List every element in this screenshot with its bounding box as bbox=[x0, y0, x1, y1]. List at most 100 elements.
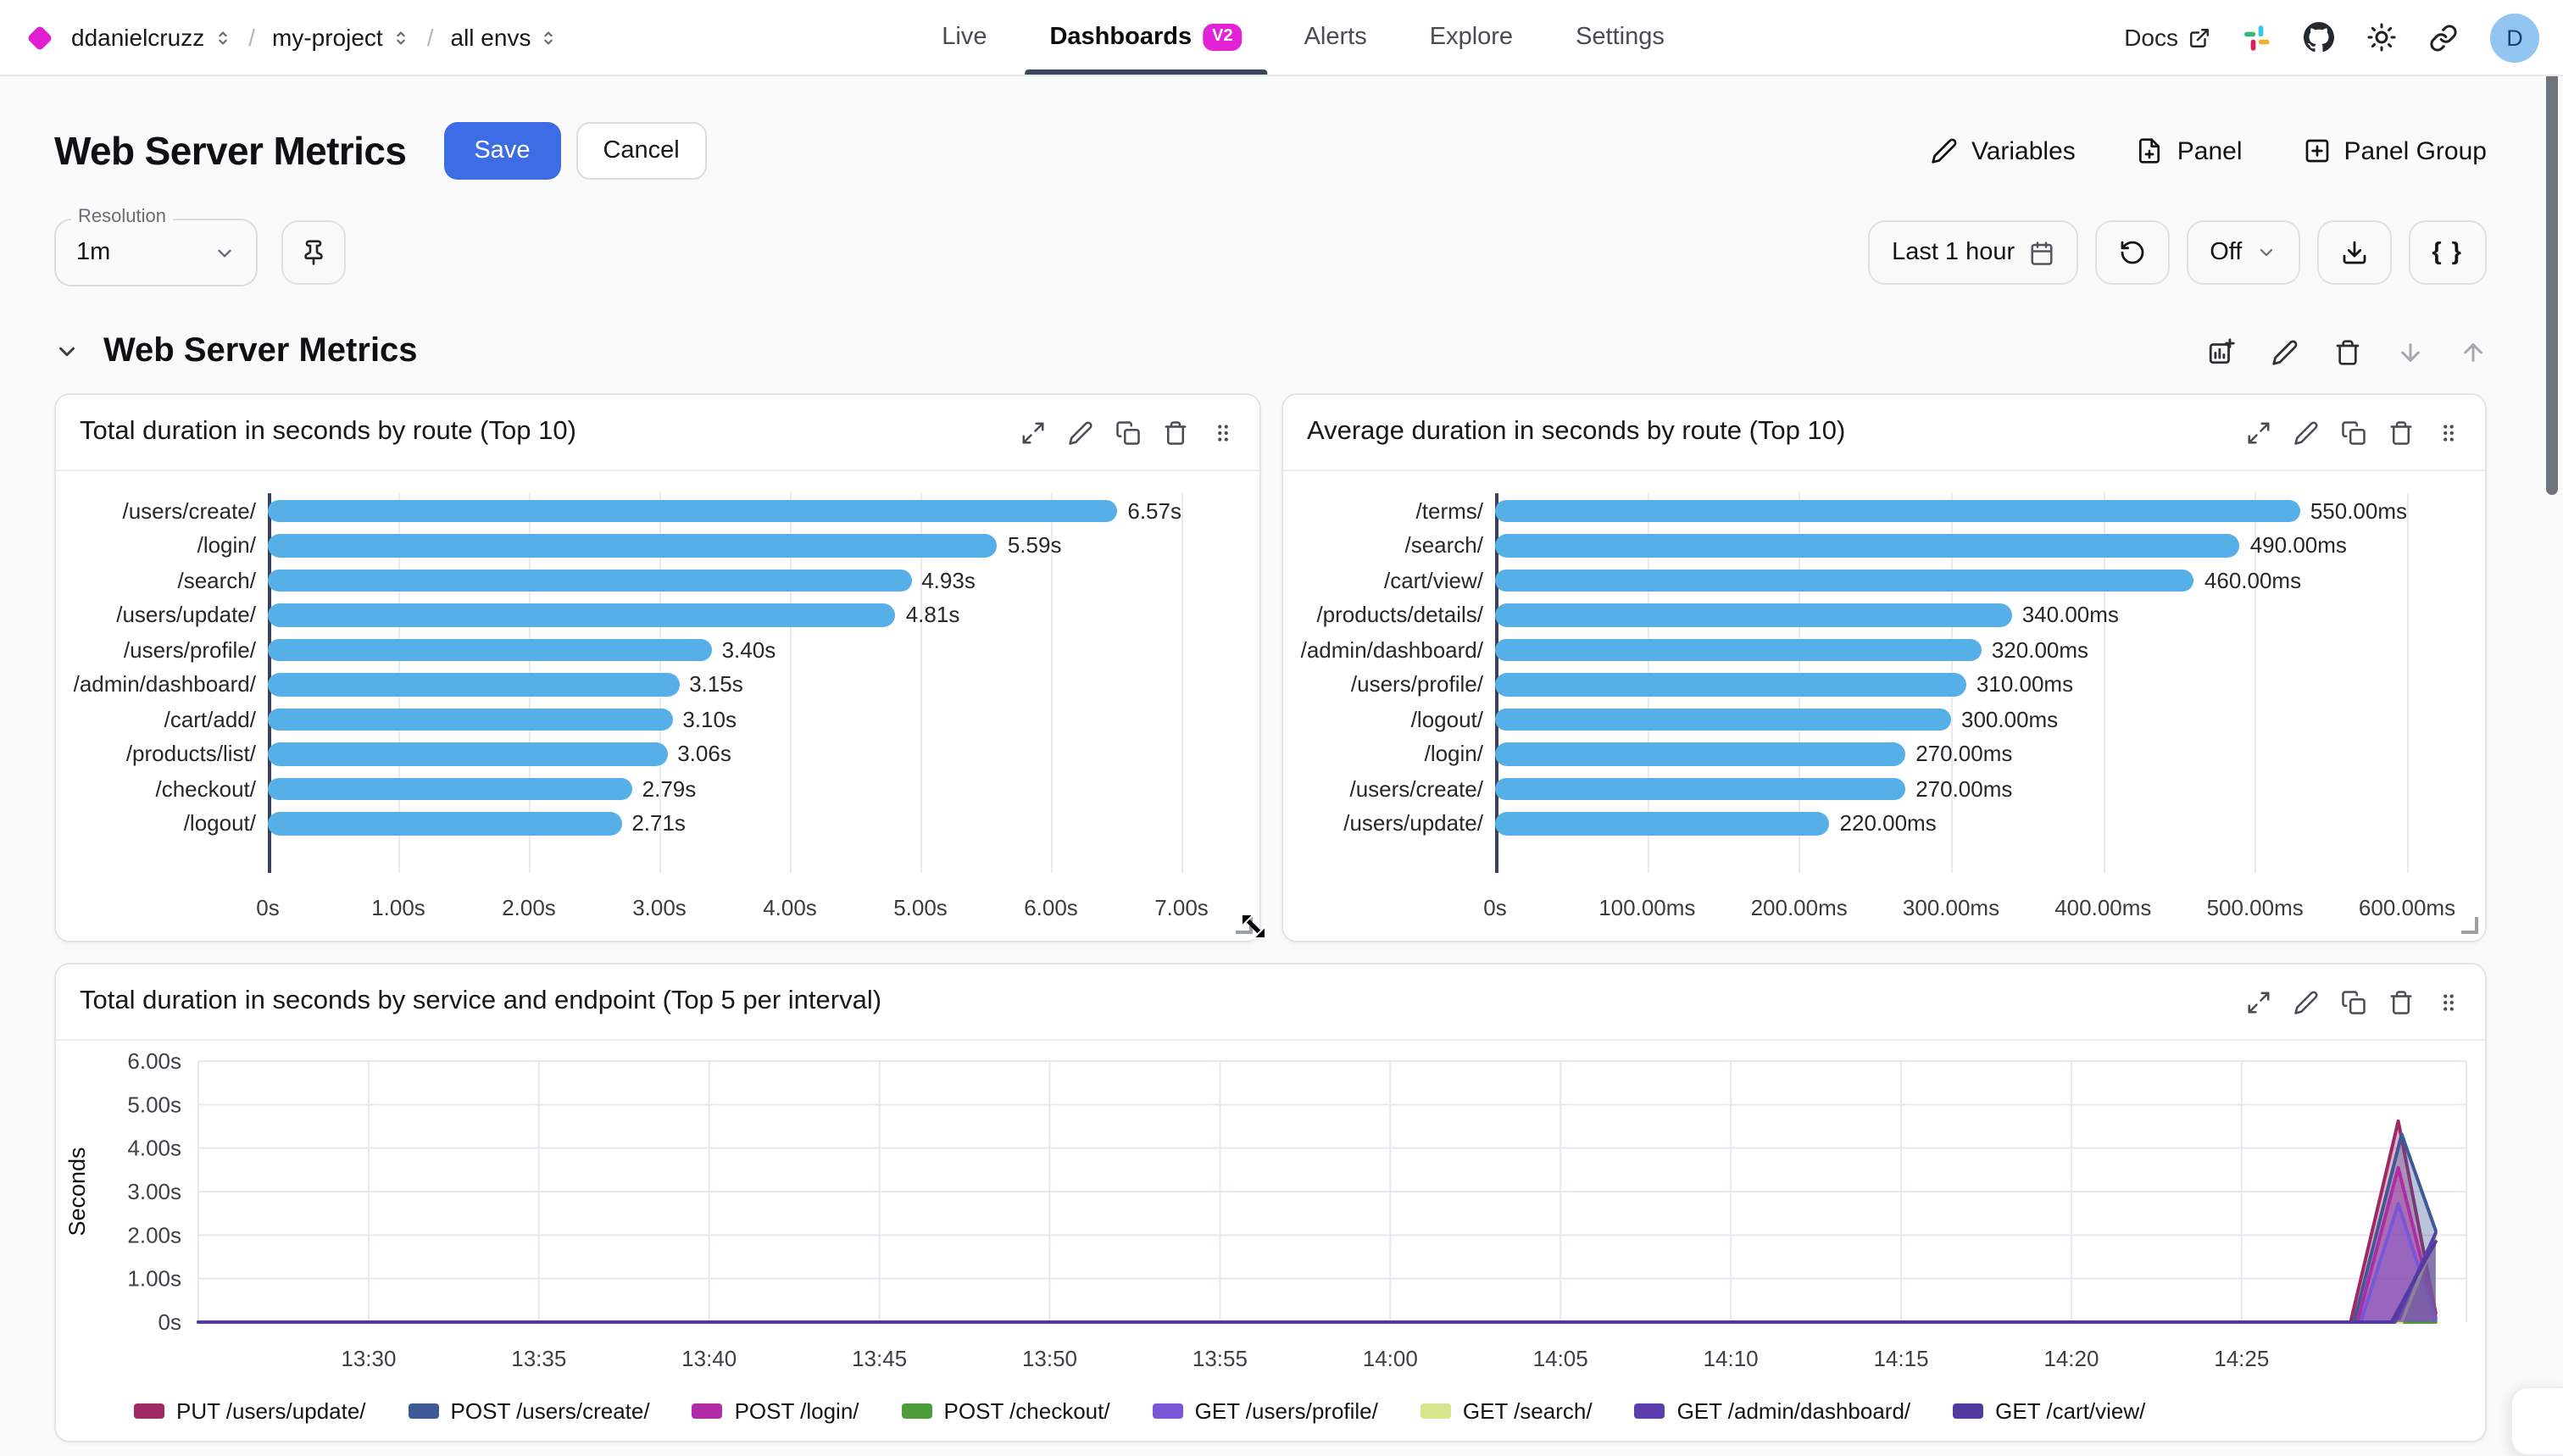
copy-panel-icon[interactable] bbox=[2341, 989, 2366, 1014]
add-chart-icon[interactable] bbox=[2207, 337, 2236, 366]
legend-item[interactable]: PUT /users/update/ bbox=[134, 1398, 366, 1424]
bar[interactable] bbox=[268, 742, 668, 765]
org-selector[interactable]: ddanielcruzz bbox=[71, 24, 231, 51]
export-button[interactable] bbox=[2316, 220, 2392, 285]
move-up-icon[interactable] bbox=[2460, 338, 2487, 365]
bar-chart-average-duration[interactable]: /terms/550.00ms/search/490.00ms/cart/vie… bbox=[1283, 471, 2485, 941]
bar[interactable] bbox=[1495, 742, 1906, 765]
expand-icon[interactable] bbox=[2246, 989, 2271, 1014]
svg-text:13:35: 13:35 bbox=[511, 1346, 566, 1371]
resolution-select[interactable]: Resolution 1m bbox=[54, 207, 258, 286]
github-icon[interactable] bbox=[2304, 22, 2334, 53]
tab-explore[interactable]: Explore bbox=[1429, 24, 1514, 51]
auto-refresh-select[interactable]: Off bbox=[2186, 220, 2300, 285]
bar[interactable] bbox=[1495, 673, 1966, 696]
bar[interactable] bbox=[1495, 638, 1982, 661]
sun-icon[interactable] bbox=[2366, 22, 2397, 53]
bar-category-label: /checkout/ bbox=[155, 775, 256, 802]
svg-text:13:55: 13:55 bbox=[1193, 1346, 1248, 1371]
legend-item[interactable]: GET /admin/dashboard/ bbox=[1634, 1398, 1910, 1424]
bar[interactable] bbox=[268, 569, 912, 592]
add-panel-button[interactable]: Panel bbox=[2137, 136, 2243, 165]
time-range-button[interactable]: Last 1 hour bbox=[1868, 220, 2078, 285]
bar-track: 4.93s bbox=[268, 563, 1181, 597]
bar[interactable] bbox=[268, 534, 998, 557]
copy-panel-icon[interactable] bbox=[2341, 420, 2366, 445]
bar-row: /users/create/270.00ms bbox=[1283, 771, 2407, 806]
timeseries-plot[interactable]: 0s 1.00s 2.00s 3.00s 4.00s 5.00s 6.00s 13:30 13:… bbox=[56, 1048, 2483, 1387]
project-name: my-project bbox=[272, 24, 383, 51]
bar[interactable] bbox=[268, 673, 680, 696]
bar[interactable] bbox=[1495, 499, 2300, 522]
floating-widget[interactable] bbox=[2510, 1387, 2563, 1456]
collapse-chevron-icon[interactable] bbox=[54, 339, 80, 364]
bar[interactable] bbox=[1495, 777, 1906, 800]
bar-value-label: 6.57s bbox=[1127, 497, 1181, 524]
project-selector[interactable]: my-project bbox=[272, 24, 410, 51]
bar[interactable] bbox=[1495, 569, 2194, 592]
scrollbar-thumb[interactable] bbox=[2546, 8, 2558, 495]
drag-handle-icon[interactable] bbox=[1210, 420, 1236, 445]
bar[interactable] bbox=[268, 603, 896, 626]
environment-name: all envs bbox=[450, 24, 531, 51]
delete-panel-icon[interactable] bbox=[2388, 420, 2414, 445]
delete-section-icon[interactable] bbox=[2334, 338, 2361, 365]
legend-swatch bbox=[692, 1403, 723, 1419]
json-view-button[interactable]: { } bbox=[2408, 220, 2487, 285]
expand-icon[interactable] bbox=[1020, 420, 1046, 445]
save-button[interactable]: Save bbox=[443, 122, 561, 180]
tab-dashboards[interactable]: Dashboards V2 bbox=[1024, 0, 1267, 75]
bar[interactable] bbox=[268, 708, 673, 731]
svg-text:6.00s: 6.00s bbox=[127, 1051, 181, 1074]
timeseries-chart[interactable]: 0s 1.00s 2.00s 3.00s 4.00s 5.00s 6.00s 13:30 13:… bbox=[56, 1041, 2485, 1424]
edit-panel-icon[interactable] bbox=[2293, 420, 2319, 445]
refresh-button[interactable] bbox=[2094, 220, 2170, 285]
legend-item[interactable]: POST /checkout/ bbox=[901, 1398, 1110, 1424]
docs-link[interactable]: Docs bbox=[2124, 24, 2210, 51]
variables-button[interactable]: Variables bbox=[1931, 136, 2076, 165]
expand-icon[interactable] bbox=[2246, 420, 2271, 445]
bar-row: /admin/dashboard/3.15s bbox=[56, 667, 1181, 702]
bar[interactable] bbox=[268, 812, 622, 835]
move-down-icon[interactable] bbox=[2397, 338, 2424, 365]
edit-panel-icon[interactable] bbox=[1068, 420, 1093, 445]
delete-panel-icon[interactable] bbox=[2388, 989, 2414, 1014]
environment-selector[interactable]: all envs bbox=[451, 24, 559, 51]
drag-handle-icon[interactable] bbox=[2436, 989, 2461, 1014]
bar-chart-total-duration[interactable]: /users/create/6.57s/login/5.59s/search/4… bbox=[56, 471, 1259, 941]
bar[interactable] bbox=[268, 777, 632, 800]
bar[interactable] bbox=[1495, 812, 1830, 835]
drag-handle-icon[interactable] bbox=[2436, 420, 2461, 445]
legend-item[interactable]: GET /users/profile/ bbox=[1152, 1398, 1378, 1424]
slack-icon[interactable] bbox=[2243, 23, 2271, 52]
bar[interactable] bbox=[1495, 708, 1951, 731]
bar[interactable] bbox=[1495, 534, 2240, 557]
add-panel-group-button[interactable]: Panel Group bbox=[2304, 136, 2487, 165]
edit-panel-icon[interactable] bbox=[2293, 989, 2319, 1014]
x-tick-label: 3.00s bbox=[632, 895, 687, 920]
tab-alerts[interactable]: Alerts bbox=[1304, 24, 1367, 51]
legend-item[interactable]: POST /users/create/ bbox=[408, 1398, 650, 1424]
legend-item[interactable]: GET /search/ bbox=[1420, 1398, 1593, 1424]
cancel-button[interactable]: Cancel bbox=[575, 122, 707, 180]
bar[interactable] bbox=[268, 499, 1118, 522]
resize-handle[interactable] bbox=[2461, 917, 2478, 934]
bar-row: /products/details/340.00ms bbox=[1283, 597, 2407, 632]
user-avatar[interactable]: D bbox=[2490, 13, 2539, 62]
delete-panel-icon[interactable] bbox=[1163, 420, 1188, 445]
link-icon[interactable] bbox=[2429, 23, 2458, 52]
page-title: Web Server Metrics bbox=[54, 128, 407, 172]
x-tick-label: 500.00ms bbox=[2206, 895, 2304, 920]
bar-category-label: /products/list/ bbox=[125, 741, 256, 767]
tab-live[interactable]: Live bbox=[942, 24, 987, 51]
bar-value-label: 4.81s bbox=[905, 602, 960, 628]
legend-item[interactable]: POST /login/ bbox=[692, 1398, 859, 1424]
pin-resolution-button[interactable] bbox=[281, 220, 346, 285]
tab-settings[interactable]: Settings bbox=[1576, 24, 1665, 51]
bar[interactable] bbox=[1495, 603, 2012, 626]
legend-item[interactable]: GET /cart/view/ bbox=[1953, 1398, 2145, 1424]
bar-category-label: /users/update/ bbox=[1343, 810, 1483, 836]
copy-panel-icon[interactable] bbox=[1115, 420, 1141, 445]
edit-section-icon[interactable] bbox=[2271, 338, 2299, 365]
bar[interactable] bbox=[268, 638, 712, 661]
